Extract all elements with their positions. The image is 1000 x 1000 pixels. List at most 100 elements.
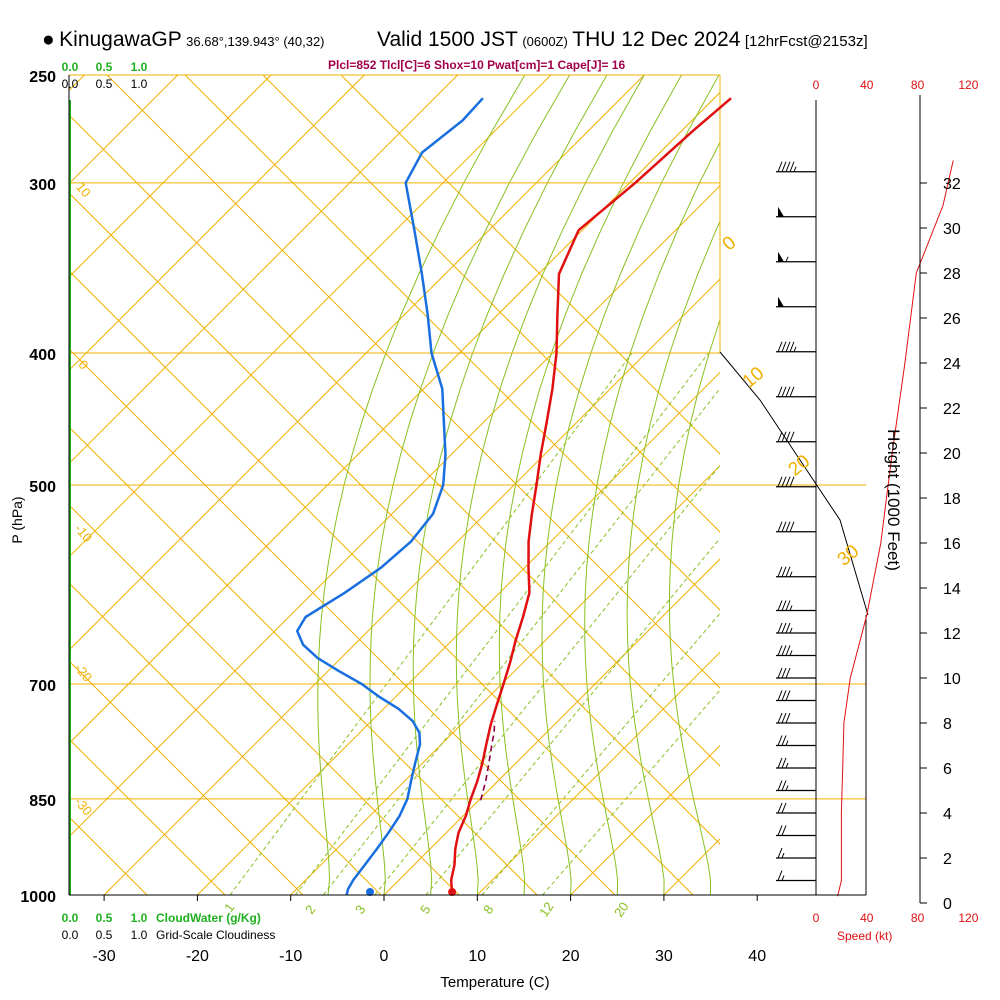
pressure-tick-label: 400 (29, 347, 56, 364)
pressure-tick-label: 300 (29, 177, 56, 194)
x-tick-label: 0 (380, 948, 389, 965)
isotherm-line (851, 75, 1000, 895)
barb-flag (777, 161, 783, 172)
barb-flag (777, 566, 783, 577)
barb-flag (781, 712, 787, 724)
barb-flag (781, 566, 787, 577)
mixing-ratio-label: 2 (302, 902, 318, 917)
surface-temperature-dot (448, 888, 457, 896)
speed-tick-label-top: 0 (813, 78, 820, 92)
wind-barb (776, 825, 816, 837)
barb-pennant (778, 251, 784, 262)
pressure-tick-label: 700 (29, 678, 56, 695)
barb-flag (781, 780, 787, 791)
header: ● KinugawaGP 36.68°,139.943° (40,32) (42, 28, 325, 52)
speed-tick-label-bottom: 80 (911, 911, 925, 925)
wind-barb (776, 566, 816, 578)
mixing-ratio-line (294, 352, 709, 895)
wind-barb (776, 206, 816, 218)
barb-flag (777, 825, 783, 836)
barb-flag (785, 566, 791, 577)
mixing-ratio-line (322, 387, 720, 895)
barb-half-flag (785, 762, 789, 769)
barb-flag (781, 825, 787, 836)
barb-flag (781, 600, 787, 611)
barb-flag (789, 521, 795, 532)
barb-flag (785, 476, 791, 487)
barb-half-flag (789, 650, 793, 656)
height-tick-label: 10 (943, 671, 961, 688)
isotherm-label: 10 (739, 363, 769, 393)
barb-half-flag (785, 785, 789, 791)
barb-flag (777, 870, 783, 881)
height-tick-label: 12 (943, 626, 961, 643)
speed-tick-label-bottom: 0 (813, 911, 820, 925)
barb-flag (777, 802, 783, 814)
wind-barb (776, 341, 816, 353)
barb-flag (789, 386, 795, 397)
wind-barb (776, 712, 816, 724)
dry-adiabat-label: 0 (75, 357, 91, 372)
barb-half-flag (781, 875, 785, 881)
station-coords: 36.68°,139.943° (40,32) (186, 34, 325, 49)
isotherm-line (69, 75, 458, 465)
dry-adiabat-label: -10 (72, 521, 96, 545)
x-tick-label: -30 (93, 948, 116, 965)
wind-barb (776, 476, 816, 488)
height-tick-label: 0 (943, 896, 952, 913)
mixing-ratio-line (425, 537, 720, 895)
temperature-profile (449, 97, 732, 896)
wind-barb (776, 161, 816, 173)
wind-barb (776, 802, 816, 814)
dry-adiabat-line (69, 738, 226, 895)
speed-tick-label-top: 80 (911, 78, 925, 92)
barb-flag (781, 735, 787, 746)
mixing-ratio-label: 5 (417, 902, 433, 917)
barb-pennant (778, 296, 784, 307)
height-tick-label: 20 (943, 446, 961, 463)
pressure-tick-label: 1000 (20, 889, 56, 906)
barb-flag (777, 780, 783, 791)
x-tick-label: -10 (279, 948, 302, 965)
station-marker-icon: ● (42, 28, 55, 51)
cloud-scale-bottom-label: 0.0 (62, 911, 79, 925)
dry-adiabat-line (69, 660, 304, 895)
background-grid (69, 74, 1000, 896)
wind-barb (776, 735, 816, 747)
barb-flag (781, 667, 787, 679)
barb-half-flag (785, 256, 789, 262)
stability-indices: Plcl=852 Tlcl[C]=6 Shox=10 Pwat[cm]=1 Ca… (328, 58, 626, 72)
isotherm-label: 0 (719, 232, 741, 255)
cloud-water-title: CloudWater (g/Kg) (156, 911, 261, 925)
isotherm-line (69, 75, 365, 372)
moist-adiabat-line (541, 75, 720, 895)
mixing-ratio-label: 12 (536, 899, 557, 919)
barb-flag (785, 161, 791, 172)
wind-barb (776, 757, 816, 769)
dry-adiabat-label: -20 (72, 661, 96, 685)
mixing-ratio-line (542, 689, 720, 895)
barb-flag (781, 690, 787, 701)
wind-barb (776, 690, 816, 702)
speed-tick-label-bottom: 40 (860, 911, 874, 925)
barb-flag (777, 341, 783, 352)
height-tick-label: 28 (943, 266, 961, 283)
isotherm-line (476, 651, 720, 895)
barb-flag (781, 645, 787, 656)
moist-adiabat-line (369, 75, 571, 895)
barb-half-flag (789, 605, 793, 611)
mixing-ratio-label: 20 (611, 899, 632, 919)
moist-adiabat-line (498, 75, 682, 895)
barb-flag (777, 431, 783, 442)
barb-flag (785, 431, 791, 442)
surface-dewpoint-dot (366, 888, 375, 896)
barb-flag (781, 386, 787, 397)
height-tick-label: 26 (943, 311, 961, 328)
barb-flag (777, 690, 783, 701)
x-tick-label: 40 (748, 948, 766, 965)
barb-half-flag (793, 166, 797, 172)
speed-tick-label-bottom: 120 (958, 911, 978, 925)
wind-barb (776, 847, 816, 859)
station-name: KinugawaGP (59, 28, 182, 51)
moist-adiabat-line (626, 220, 720, 895)
